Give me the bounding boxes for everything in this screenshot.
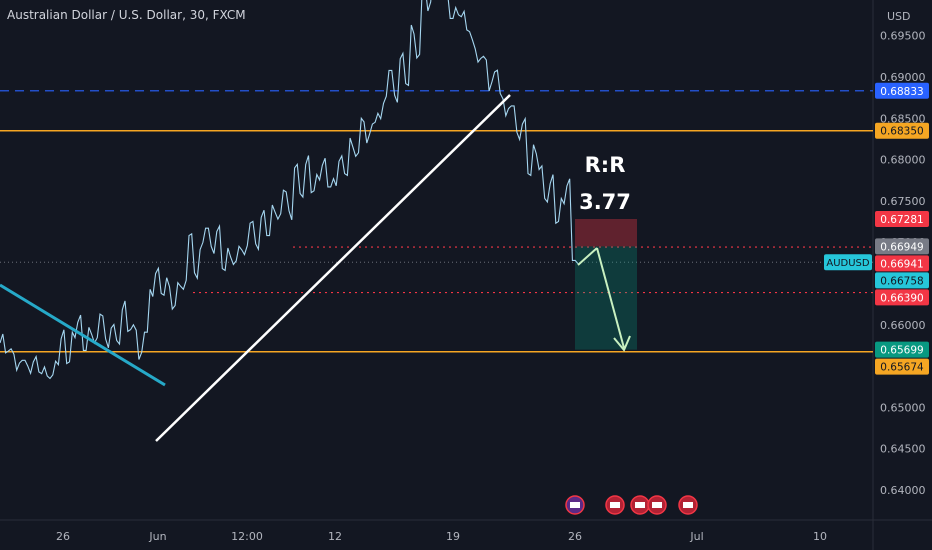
currency-label: USD [887, 10, 911, 23]
price-axis-label [875, 210, 929, 227]
x-tick-label: 10 [813, 530, 827, 543]
stop-zone [575, 218, 637, 247]
arrow-shaft [596, 247, 625, 349]
event-icon-detail [570, 502, 580, 508]
y-tick-label: 0.64000 [880, 484, 926, 497]
event-icon-detail [635, 502, 645, 508]
price-axis-label-text: 0.65699 [880, 345, 923, 357]
x-tick-label: 19 [446, 530, 460, 543]
price-axis-label-text: 0.66758 [880, 275, 923, 287]
y-tick-label: 0.69000 [880, 71, 926, 84]
price-axis-label [875, 255, 929, 272]
x-tick-label: Jul [689, 530, 703, 543]
price-axis-label-text: 0.66949 [880, 241, 923, 253]
price-series [0, 0, 579, 380]
x-tick-label: 26 [568, 530, 582, 543]
price-axis-label [875, 122, 929, 139]
chart-title: Australian Dollar / U.S. Dollar, 30, FXC… [7, 8, 246, 22]
x-tick-label: Jun [148, 530, 166, 543]
y-tick-label: 0.68500 [880, 112, 926, 125]
price-axis-label-text: 0.68833 [880, 86, 923, 98]
y-tick-label: 0.68000 [880, 154, 926, 167]
price-axis-label-text: 0.68350 [880, 126, 923, 138]
downtrend-line [0, 283, 166, 387]
rr-label: R:R [585, 153, 626, 177]
y-tick-label: 0.66000 [880, 319, 926, 332]
price-axis-label [875, 238, 929, 255]
y-tick-label: 0.65000 [880, 401, 926, 414]
y-tick-label: 0.69500 [880, 30, 926, 43]
price-axis-label [875, 341, 929, 358]
price-axis-label-text: 0.65674 [880, 362, 924, 374]
x-tick-label: 26 [56, 530, 70, 543]
price-axis-label [875, 272, 929, 289]
x-tick-label: 12:00 [231, 530, 263, 543]
arrow-lead [577, 247, 598, 266]
symbol-tag-text: AUDUSD [826, 258, 870, 269]
x-tick-label: 12 [328, 530, 342, 543]
event-icon-detail [652, 502, 662, 508]
y-tick-label: 0.64500 [880, 443, 926, 456]
price-axis-label-text: 0.67281 [880, 214, 923, 226]
price-axis-label-text: 0.66941 [880, 258, 923, 270]
target-zone [575, 246, 637, 350]
price-axis-label [875, 82, 929, 99]
event-icon-detail [610, 502, 620, 508]
price-axis-label [875, 289, 929, 306]
symbol-tag [824, 254, 872, 271]
price-axis-label [875, 358, 929, 375]
event-icon-detail [683, 502, 693, 508]
y-tick-label: 0.67500 [880, 195, 926, 208]
price-axis-label-text: 0.66390 [880, 292, 923, 304]
uptrend-line [155, 94, 511, 442]
arrow-head [613, 335, 631, 352]
rr-value: 3.77 [579, 190, 631, 214]
